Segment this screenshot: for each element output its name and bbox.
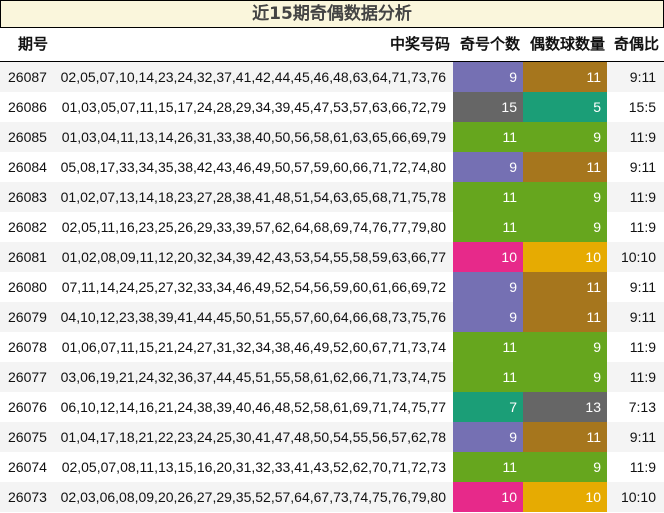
table-row: 26087 02,05,07,10,14,23,24,32,37,41,42,44…	[0, 62, 664, 92]
ratio-cell: 9:11	[629, 279, 656, 295]
ratio-cell: 11:9	[629, 369, 656, 385]
odd-count-cell: 11	[453, 362, 523, 392]
numbers-cell: 01,02,07,13,14,18,23,27,28,38,41,48,51,5…	[60, 189, 446, 205]
header-odd-count: 奇号个数	[460, 35, 521, 53]
even-count-cell: 9	[523, 122, 607, 152]
header-numbers: 中奖号码	[390, 35, 451, 53]
issue-cell: 26073	[8, 489, 47, 505]
odd-count-cell: 11	[453, 332, 523, 362]
table-row: 26077 03,06,19,21,24,32,36,37,44,45,51,55…	[0, 362, 664, 392]
numbers-cell: 02,03,06,08,09,20,26,27,29,35,52,57,64,6…	[60, 489, 446, 505]
odd-count-cell: 11	[453, 122, 523, 152]
table-title: 近15期奇偶数据分析	[0, 0, 664, 28]
ratio-cell: 10:10	[620, 489, 656, 505]
table-row: 26076 06,10,12,14,16,21,24,38,39,40,46,48…	[0, 392, 664, 422]
numbers-cell: 04,10,12,23,38,39,41,44,45,50,51,55,57,6…	[60, 309, 446, 325]
odd-count-cell: 9	[453, 272, 523, 302]
odd-count-cell: 15	[453, 92, 523, 122]
numbers-cell: 01,03,05,07,11,15,17,24,28,29,34,39,45,4…	[61, 99, 446, 115]
odd-count-cell: 9	[453, 62, 523, 92]
table-row: 26082 02,05,11,16,23,25,26,29,33,39,57,62…	[0, 212, 664, 242]
odd-count-cell: 11	[453, 182, 523, 212]
table-row: 26084 05,08,17,33,34,35,38,42,43,46,49,50…	[0, 152, 664, 182]
issue-cell: 26082	[8, 219, 47, 235]
even-count-cell: 9	[523, 332, 607, 362]
even-count-cell: 11	[523, 152, 607, 182]
ratio-cell: 7:13	[628, 399, 656, 415]
table-row: 26085 01,03,04,11,13,14,26,31,33,38,40,50…	[0, 122, 664, 152]
odd-count-cell: 9	[453, 422, 523, 452]
issue-cell: 26077	[8, 369, 47, 385]
numbers-cell: 03,06,19,21,24,32,36,37,44,45,51,55,58,6…	[60, 369, 446, 385]
issue-cell: 26084	[8, 159, 47, 175]
odd-count-cell: 11	[453, 212, 523, 242]
issue-cell: 26079	[8, 309, 47, 325]
ratio-cell: 11:9	[629, 339, 656, 355]
header-ratio: 奇偶比	[614, 35, 660, 53]
table-body: 26087 02,05,07,10,14,23,24,32,37,41,42,44…	[0, 62, 664, 512]
issue-cell: 26087	[8, 69, 47, 85]
numbers-cell: 05,08,17,33,34,35,38,42,43,46,49,50,57,5…	[60, 159, 446, 175]
issue-cell: 26081	[8, 249, 47, 265]
table-row: 26074 02,05,07,08,11,13,15,16,20,31,32,33…	[0, 452, 664, 482]
table-header: 期号 中奖号码 奇号个数 偶数球数量 奇偶比	[0, 28, 664, 62]
even-count-cell: 9	[523, 452, 607, 482]
odd-count-cell: 11	[453, 452, 523, 482]
table-row: 26079 04,10,12,23,38,39,41,44,45,50,51,55…	[0, 302, 664, 332]
ratio-cell: 11:9	[629, 459, 656, 475]
even-count-cell: 9	[523, 182, 607, 212]
odd-count-cell: 9	[453, 302, 523, 332]
even-count-cell: 11	[523, 422, 607, 452]
even-count-cell: 11	[523, 302, 607, 332]
ratio-cell: 9:11	[629, 309, 656, 325]
ratio-cell: 11:9	[629, 129, 656, 145]
even-count-cell: 9	[523, 212, 607, 242]
numbers-cell: 01,06,07,11,15,21,24,27,31,32,34,38,46,4…	[61, 339, 446, 355]
odd-count-cell: 10	[453, 482, 523, 512]
ratio-cell: 9:11	[629, 69, 656, 85]
issue-cell: 26074	[8, 459, 47, 475]
ratio-cell: 11:9	[629, 189, 656, 205]
even-count-cell: 13	[523, 392, 607, 422]
numbers-cell: 01,03,04,11,13,14,26,31,33,38,40,50,56,5…	[61, 129, 446, 145]
even-count-cell: 10	[523, 242, 607, 272]
odd-count-cell: 9	[453, 152, 523, 182]
header-even-count: 偶数球数量	[530, 35, 606, 53]
table-row: 26083 01,02,07,13,14,18,23,27,28,38,41,48…	[0, 182, 664, 212]
numbers-cell: 02,05,07,10,14,23,24,32,37,41,42,44,45,4…	[60, 69, 446, 85]
issue-cell: 26086	[8, 99, 47, 115]
ratio-cell: 15:5	[628, 99, 656, 115]
table-row: 26073 02,03,06,08,09,20,26,27,29,35,52,57…	[0, 482, 664, 512]
issue-cell: 26075	[8, 429, 47, 445]
numbers-cell: 01,02,08,09,11,12,20,32,34,39,42,43,53,5…	[61, 249, 446, 265]
even-count-cell: 11	[523, 272, 607, 302]
even-count-cell: 5	[523, 92, 607, 122]
table-row: 26078 01,06,07,11,15,21,24,27,31,32,34,38…	[0, 332, 664, 362]
ratio-cell: 9:11	[629, 429, 656, 445]
numbers-cell: 02,05,07,08,11,13,15,16,20,31,32,33,41,4…	[61, 459, 446, 475]
ratio-cell: 9:11	[629, 159, 656, 175]
issue-cell: 26085	[8, 129, 47, 145]
ratio-cell: 10:10	[620, 249, 656, 265]
even-count-cell: 10	[523, 482, 607, 512]
odd-count-cell: 7	[453, 392, 523, 422]
numbers-cell: 02,05,11,16,23,25,26,29,33,39,57,62,64,6…	[61, 219, 446, 235]
issue-cell: 26083	[8, 189, 47, 205]
numbers-cell: 07,11,14,24,25,27,32,33,34,46,49,52,54,5…	[61, 279, 446, 295]
even-count-cell: 9	[523, 362, 607, 392]
numbers-cell: 01,04,17,18,21,22,23,24,25,30,41,47,48,5…	[60, 429, 446, 445]
issue-cell: 26080	[8, 279, 47, 295]
table-row: 26081 01,02,08,09,11,12,20,32,34,39,42,43…	[0, 242, 664, 272]
table-row: 26080 07,11,14,24,25,27,32,33,34,46,49,52…	[0, 272, 664, 302]
even-count-cell: 11	[523, 62, 607, 92]
issue-cell: 26078	[8, 339, 47, 355]
header-issue: 期号	[18, 35, 49, 53]
ratio-cell: 11:9	[629, 219, 656, 235]
odd-count-cell: 10	[453, 242, 523, 272]
numbers-cell: 06,10,12,14,16,21,24,38,39,40,46,48,52,5…	[60, 399, 446, 415]
issue-cell: 26076	[8, 399, 47, 415]
table-row: 26075 01,04,17,18,21,22,23,24,25,30,41,47…	[0, 422, 664, 452]
table-row: 26086 01,03,05,07,11,15,17,24,28,29,34,39…	[0, 92, 664, 122]
